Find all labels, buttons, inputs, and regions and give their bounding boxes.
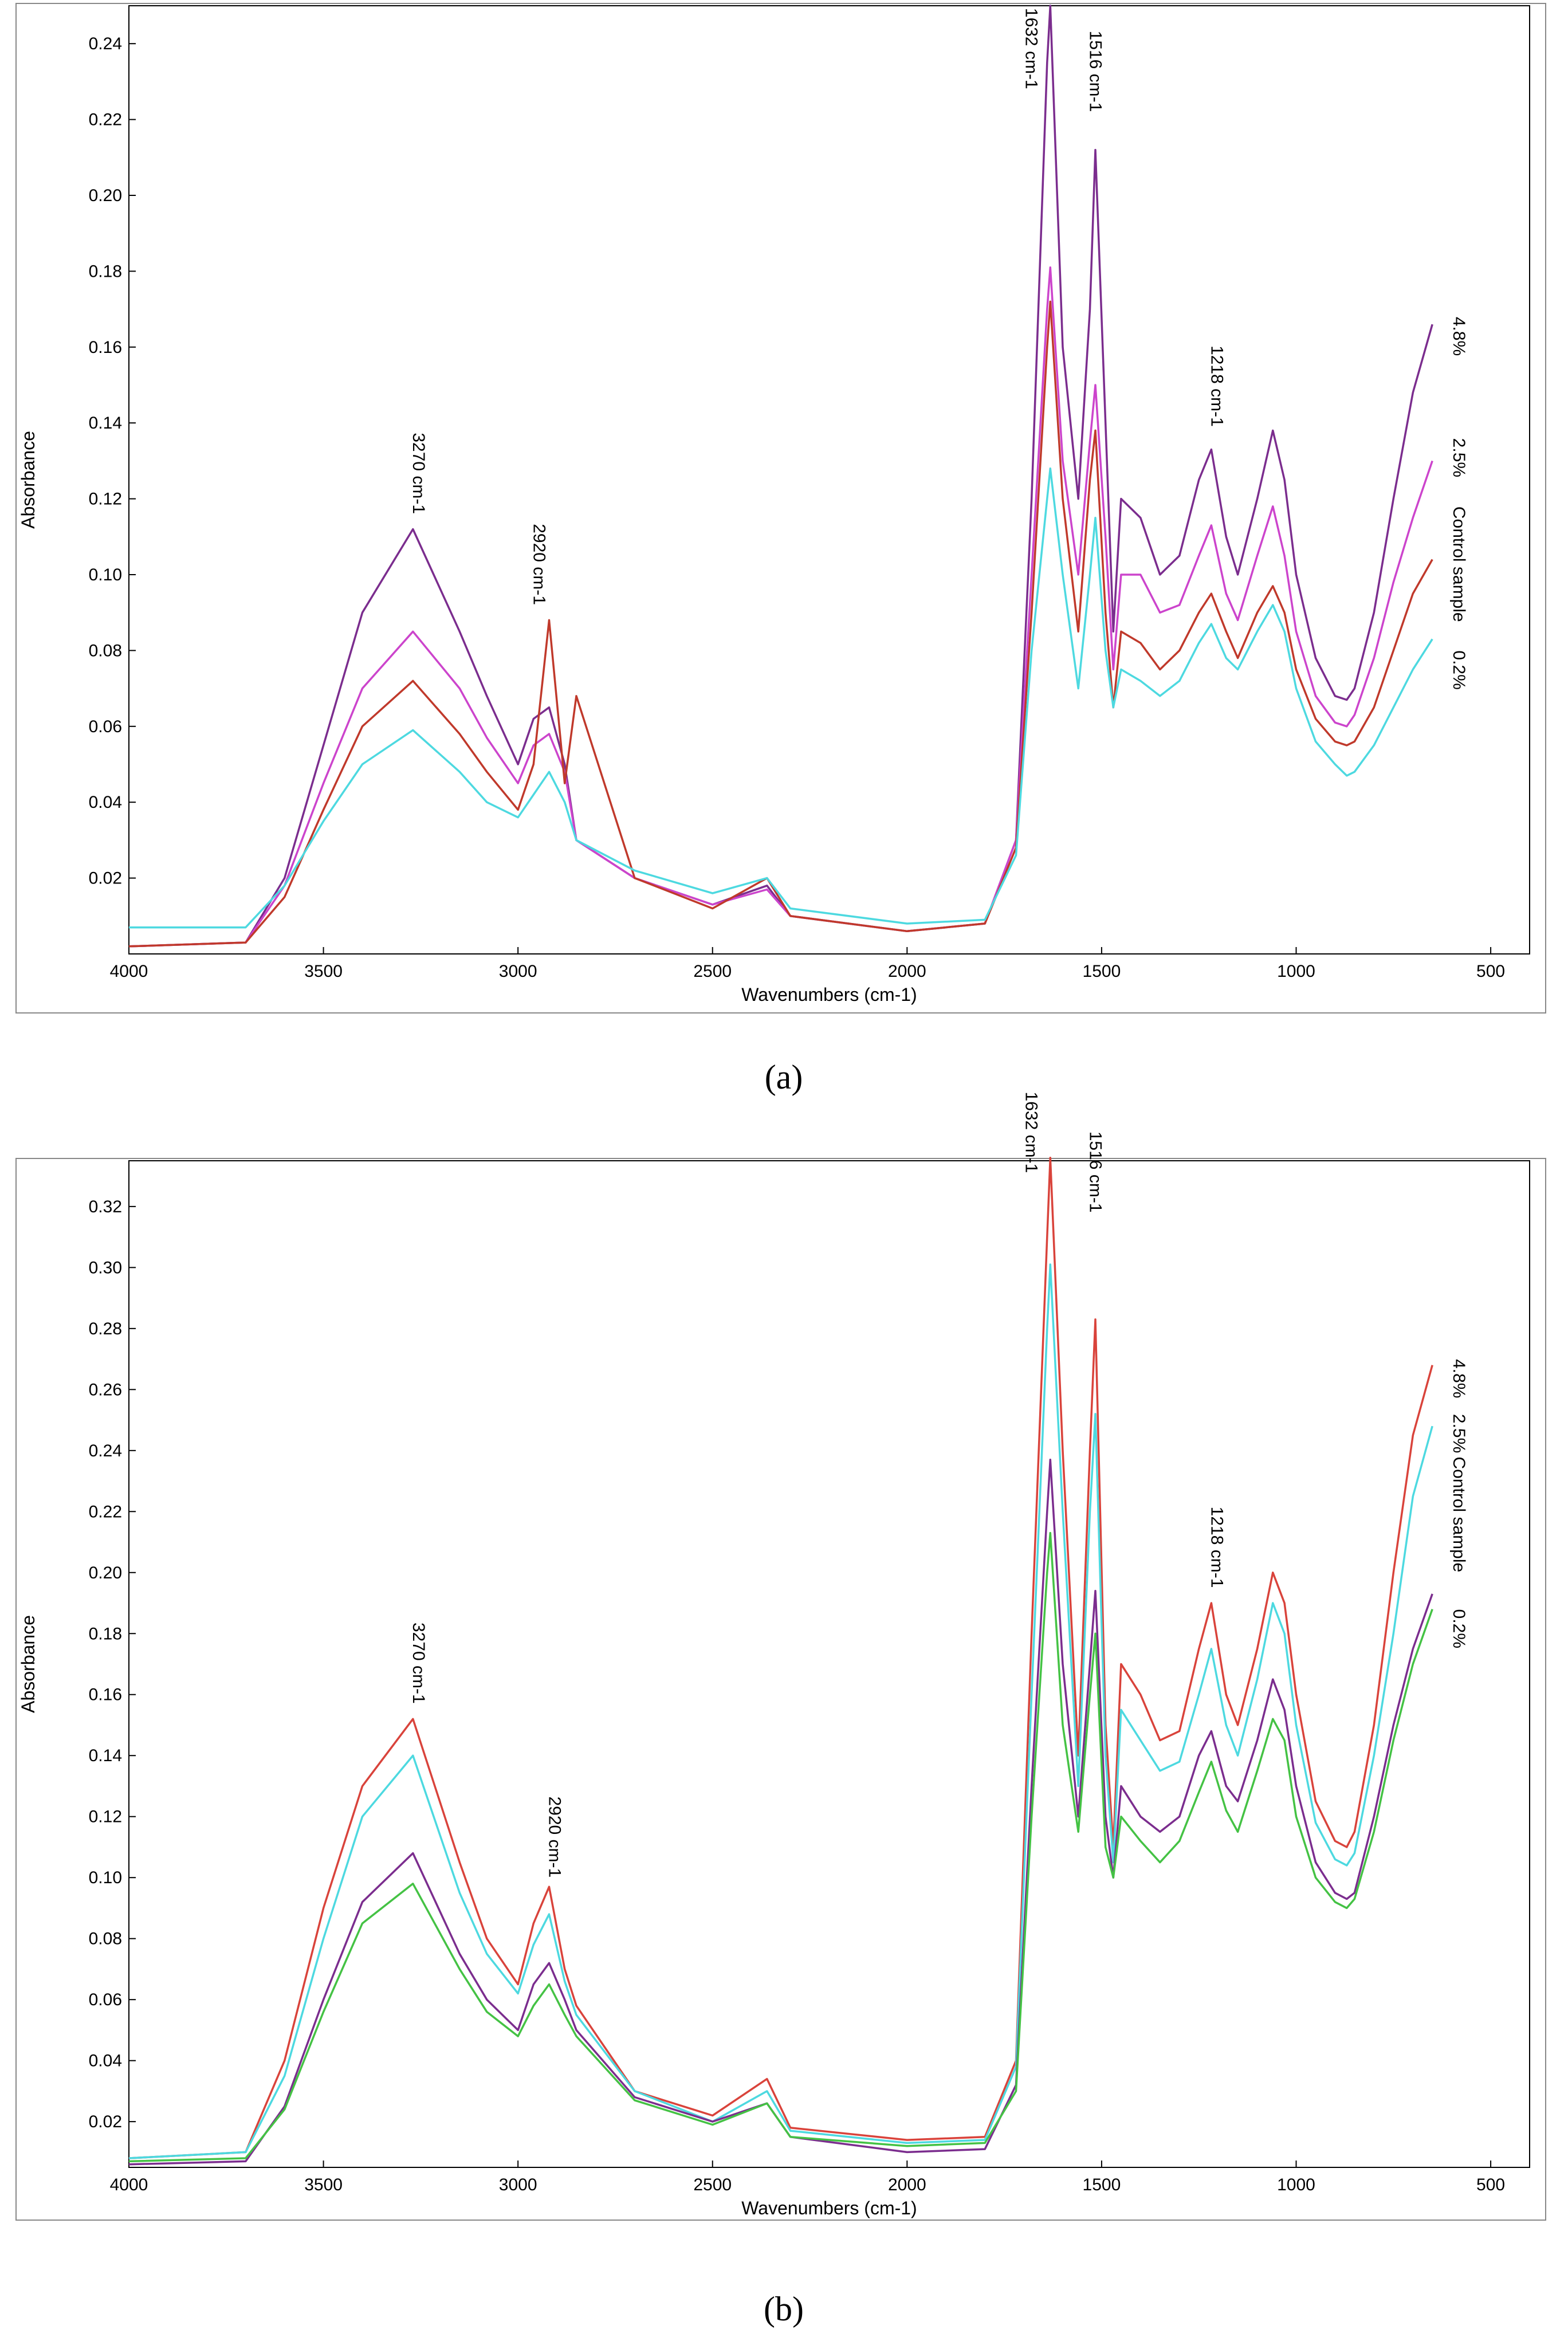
panel-b-peak-annotation: 1218 cm-1 (1207, 1507, 1226, 1588)
panel-a-xtick-label: 500 (1476, 962, 1505, 981)
panel-b-series-line (128, 1156, 1433, 2159)
panel-a-series-label: 0.2% (1449, 650, 1468, 689)
panel-a-ytick-label: 0.16 (89, 338, 122, 357)
panel-b-xtick-label: 500 (1476, 2175, 1505, 2194)
panel-b-plot-area (128, 1160, 1530, 2168)
panel-b-xtick-label: 4000 (110, 2175, 148, 2194)
panel-b-peak-annotation: 3270 cm-1 (409, 1623, 428, 1704)
panel-b-series-label: Control sample (1449, 1456, 1468, 1572)
panel-a-outer-frame (15, 3, 1546, 1014)
panel-a-y-axis-label: Absorbance (18, 431, 38, 529)
panel-a-xtick-label: 3000 (499, 962, 537, 981)
panel-a-xtick-label: 4000 (110, 962, 148, 981)
panel-b-series-label: 4.8% (1449, 1359, 1468, 1398)
panel-a-ytick-label: 0.02 (89, 869, 122, 888)
panel-b-xtick-label: 2500 (693, 2175, 732, 2194)
panel-b-series-label: 2.5% (1449, 1414, 1468, 1453)
panel-b-ytick-label: 0.12 (89, 1808, 122, 1826)
panel-a-ytick-label: 0.22 (89, 111, 122, 129)
panel-a-xtick-label: 1000 (1277, 962, 1315, 981)
panel-b-xtick-label: 3500 (304, 2175, 343, 2194)
panel-a-chart: 0.02 0.04 0.06 0.08 0.10 0.12 0.14 0.16 0.18 0.20… (15, 3, 1546, 1014)
panel-b-ytick-label: 0.02 (89, 2112, 122, 2131)
panel-b-peak-annotation: 2920 cm-1 (545, 1796, 564, 1877)
panel-b-y-axis-label: Absorbance (18, 1615, 38, 1713)
panel-b-ytick-label: 0.28 (89, 1319, 122, 1338)
panel-a-peak-annotation: 1218 cm-1 (1207, 345, 1226, 427)
panel-a-series-label: 2.5% (1449, 438, 1468, 477)
panel-a-ytick-label: 0.18 (89, 262, 122, 281)
panel-b-xtick-label: 2000 (888, 2175, 926, 2194)
panel-a-xtick-label: 2000 (888, 962, 926, 981)
panel-b-series-line (128, 1459, 1433, 2166)
panel-b-x-axis-label: Wavenumbers (cm-1) (741, 2198, 917, 2218)
panel-a-peak-annotation: 1516 cm-1 (1086, 31, 1105, 112)
panel-a-peak-annotation: 2920 cm-1 (529, 524, 548, 605)
panel-b-ytick-label: 0.04 (89, 2052, 122, 2071)
panel-a-ytick-label: 0.14 (89, 414, 122, 433)
panel-a-series-line (128, 5, 1433, 948)
panel-b-ytick-label: 0.10 (89, 1868, 122, 1887)
panel-a-series-line (128, 266, 1433, 948)
panel-a-series-label: Control sample (1449, 506, 1468, 622)
panel-b-xtick-label: 1000 (1277, 2175, 1315, 2194)
panel-b-peak-annotation: 1516 cm-1 (1086, 1132, 1105, 1213)
panel-a-ytick-label: 0.06 (89, 717, 122, 736)
panel-b-series-line (128, 1263, 1433, 2159)
panel-b-ytick-label: 0.16 (89, 1686, 122, 1704)
panel-a-caption: (a) (765, 1058, 803, 1096)
panel-b-ytick-label: 0.24 (89, 1441, 122, 1460)
panel-b-series-line (128, 1531, 1433, 2163)
panel-b-outer-frame (15, 1158, 1546, 2221)
panel-a-ytick-label: 0.12 (89, 490, 122, 509)
panel-b-caption: (b) (764, 2290, 804, 2328)
panel-b-ytick-label: 0.08 (89, 1930, 122, 1949)
panel-b-xtick-label: 1500 (1083, 2175, 1121, 2194)
panel-a-ytick-label: 0.24 (89, 34, 122, 53)
panel-a-peak-annotation: 1632 cm-1 (1021, 8, 1040, 89)
panel-a-plot-area (128, 5, 1530, 954)
panel-b-chart: 0.02 0.04 0.06 0.08 0.10 0.12 0.14 0.16 0.18 0.20… (15, 1092, 1546, 2221)
panel-a-ytick-label: 0.04 (89, 793, 122, 812)
panel-a-xtick-label: 2500 (693, 962, 732, 981)
panel-a-xtick-label: 3500 (304, 962, 343, 981)
panel-a-ytick-label: 0.10 (89, 565, 122, 584)
panel-b-ytick-label: 0.26 (89, 1380, 122, 1399)
panel-b-ytick-label: 0.30 (89, 1258, 122, 1277)
panel-a-peak-annotation: 3270 cm-1 (409, 433, 428, 514)
panel-a-ytick-label: 0.08 (89, 641, 122, 660)
panel-b-peak-annotation: 1632 cm-1 (1021, 1092, 1040, 1173)
panel-b-series-label: 0.2% (1449, 1609, 1468, 1648)
panel-a-x-axis-label: Wavenumbers (cm-1) (741, 984, 917, 1005)
panel-b-ytick-label: 0.06 (89, 1990, 122, 2009)
panel-b-ytick-label: 0.22 (89, 1502, 122, 1521)
panel-b-xtick-label: 3000 (499, 2175, 537, 2194)
panel-a-series-line (128, 300, 1433, 948)
panel-a-series-label: 4.8% (1449, 317, 1468, 356)
panel-a-series-line (129, 467, 1433, 929)
panel-b-ytick-label: 0.18 (89, 1624, 122, 1643)
panel-b-ytick-label: 0.14 (89, 1746, 122, 1765)
panel-a-ytick-label: 0.20 (89, 186, 122, 205)
panel-a-xtick-label: 1500 (1083, 962, 1121, 981)
panel-b-ytick-label: 0.20 (89, 1564, 122, 1582)
panel-b-ytick-label: 0.32 (89, 1197, 122, 1216)
